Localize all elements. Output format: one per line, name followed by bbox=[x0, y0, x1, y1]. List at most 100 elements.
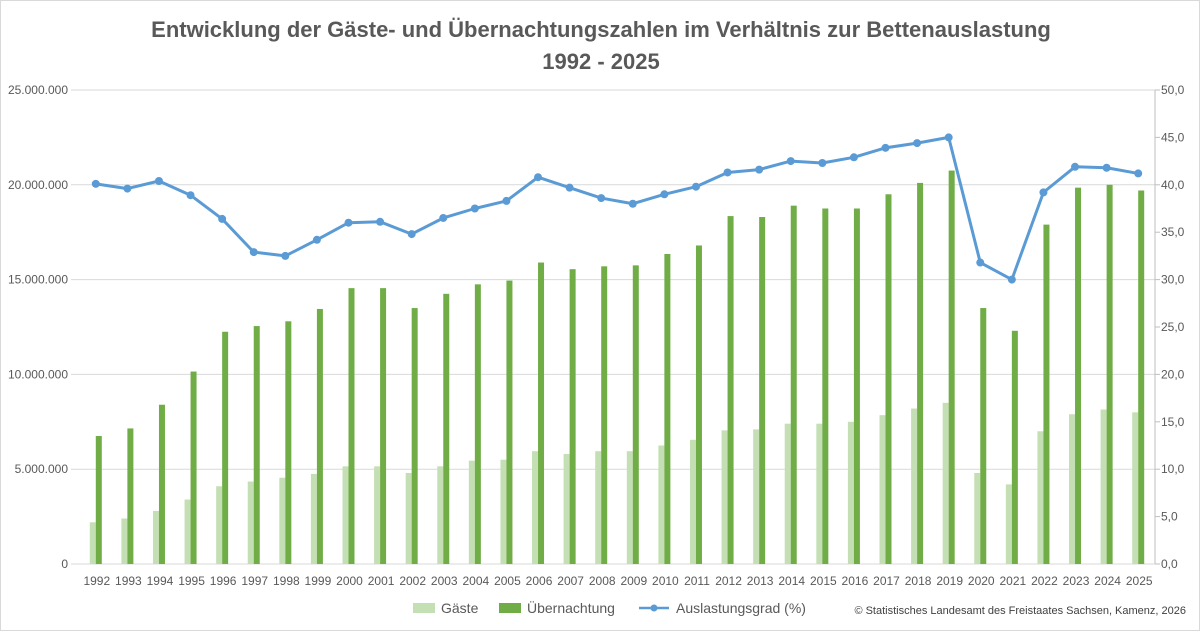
x-tick-label: 2009 bbox=[620, 574, 647, 588]
point-auslastung bbox=[755, 165, 764, 174]
bar-gaeste bbox=[816, 423, 823, 564]
y-left-tick-label: 10.000.000 bbox=[8, 367, 68, 381]
x-tick-label: 1995 bbox=[178, 574, 205, 588]
point-auslastung bbox=[123, 184, 132, 193]
point-auslastung bbox=[565, 183, 574, 192]
bar-uebernachtung bbox=[980, 308, 987, 564]
bar-uebernachtung bbox=[316, 308, 323, 564]
legend: Gäste Übernachtung Auslastungsgrad (%) bbox=[413, 599, 806, 616]
x-tick-label: 2022 bbox=[1031, 574, 1058, 588]
bar-gaeste bbox=[1037, 431, 1044, 564]
x-tick-label: 1992 bbox=[83, 574, 110, 588]
point-auslastung bbox=[154, 177, 163, 186]
x-tick-label: 2011 bbox=[684, 574, 710, 588]
point-auslastung bbox=[944, 133, 953, 142]
x-tick-label: 2008 bbox=[589, 574, 616, 588]
point-auslastung bbox=[249, 248, 258, 257]
bar-uebernachtung bbox=[411, 308, 418, 564]
point-auslastung bbox=[281, 251, 290, 260]
bar-uebernachtung bbox=[569, 269, 576, 564]
y-right-tick-label: 20,0 bbox=[1161, 367, 1185, 381]
legend-swatch-gaeste bbox=[413, 603, 435, 613]
point-auslastung bbox=[502, 196, 511, 205]
legend-swatch-uebernachtung bbox=[499, 603, 521, 613]
chart-title-line-2: 1992 - 2025 bbox=[542, 49, 659, 74]
x-tick-label: 2019 bbox=[936, 574, 963, 588]
bar-gaeste bbox=[563, 454, 570, 564]
point-auslastung bbox=[344, 218, 353, 227]
bar-uebernachtung bbox=[1011, 330, 1018, 564]
legend-marker-auslastung bbox=[650, 604, 658, 612]
bar-gaeste bbox=[216, 486, 223, 564]
point-auslastung bbox=[786, 157, 795, 166]
bar-gaeste bbox=[152, 510, 159, 564]
legend-label-auslastung: Auslastungsgrad (%) bbox=[676, 600, 806, 616]
point-auslastung bbox=[660, 190, 669, 199]
bar-gaeste bbox=[626, 451, 633, 564]
bar-uebernachtung bbox=[917, 182, 924, 565]
bar-gaeste bbox=[689, 439, 696, 564]
x-tick-label: 2023 bbox=[1063, 574, 1090, 588]
bar-uebernachtung bbox=[285, 321, 292, 564]
bar-uebernachtung bbox=[158, 404, 165, 564]
y-right-tick-label: 0,0 bbox=[1161, 557, 1178, 571]
x-tick-label: 2017 bbox=[873, 574, 900, 588]
x-tick-label: 2013 bbox=[747, 574, 774, 588]
bar-uebernachtung bbox=[506, 280, 513, 564]
y-right-tick-label: 30,0 bbox=[1161, 273, 1185, 287]
point-auslastung bbox=[597, 194, 606, 203]
bar-uebernachtung bbox=[632, 265, 639, 564]
x-tick-label: 1999 bbox=[305, 574, 332, 588]
y-left-tick-label: 20.000.000 bbox=[8, 178, 68, 192]
bar-uebernachtung bbox=[190, 371, 197, 564]
y-left-tick-label: 25.000.000 bbox=[8, 83, 68, 97]
x-tick-label: 2010 bbox=[652, 574, 679, 588]
point-auslastung bbox=[218, 214, 227, 223]
bar-uebernachtung bbox=[759, 217, 766, 565]
y-right-tick-label: 40,0 bbox=[1161, 178, 1185, 192]
bar-uebernachtung bbox=[380, 288, 387, 564]
x-tick-label: 2016 bbox=[842, 574, 869, 588]
y-left-tick-label: 15.000.000 bbox=[8, 273, 68, 287]
bar-gaeste bbox=[437, 466, 444, 564]
x-tick-label: 2024 bbox=[1094, 574, 1121, 588]
source-note: © Statistisches Landesamt des Freistaate… bbox=[854, 605, 1186, 617]
bar-uebernachtung bbox=[1138, 190, 1145, 564]
y-right-tick-label: 25,0 bbox=[1161, 320, 1185, 334]
bar-uebernachtung bbox=[348, 288, 355, 564]
bar-uebernachtung bbox=[790, 205, 797, 564]
bar-uebernachtung bbox=[948, 170, 955, 564]
y-left-tick-label: 5.000.000 bbox=[15, 462, 69, 476]
point-auslastung bbox=[1134, 169, 1143, 178]
point-auslastung bbox=[470, 204, 479, 213]
x-tick-label: 2018 bbox=[905, 574, 932, 588]
bar-uebernachtung bbox=[95, 436, 102, 564]
legend-label-uebernachtung: Übernachtung bbox=[527, 599, 615, 616]
bar-gaeste bbox=[1069, 414, 1076, 564]
bar-uebernachtung bbox=[601, 266, 608, 564]
bar-gaeste bbox=[753, 429, 760, 564]
bar-gaeste bbox=[374, 466, 381, 564]
bar-uebernachtung bbox=[127, 428, 134, 564]
point-auslastung bbox=[818, 158, 827, 167]
bar-uebernachtung bbox=[853, 208, 860, 564]
x-tick-label: 2020 bbox=[968, 574, 995, 588]
point-auslastung bbox=[691, 182, 700, 191]
point-auslastung bbox=[534, 173, 543, 182]
y-left-tick-label: 0 bbox=[61, 557, 68, 571]
point-auslastung bbox=[312, 235, 321, 244]
bar-gaeste bbox=[1005, 484, 1012, 564]
x-tick-label: 1998 bbox=[273, 574, 300, 588]
x-tick-label: 1997 bbox=[241, 574, 268, 588]
bar-uebernachtung bbox=[474, 284, 481, 564]
x-tick-label: 2012 bbox=[715, 574, 742, 588]
x-tick-label: 2000 bbox=[336, 574, 363, 588]
point-auslastung bbox=[376, 217, 385, 226]
x-tick-label: 1993 bbox=[115, 574, 142, 588]
bar-uebernachtung bbox=[1106, 184, 1113, 565]
x-tick-label: 2005 bbox=[494, 574, 521, 588]
y-right-tick-label: 45,0 bbox=[1161, 130, 1185, 144]
chart-title-line-1: Entwicklung der Gäste- und Übernachtungs… bbox=[151, 17, 1051, 42]
bar-uebernachtung bbox=[253, 326, 260, 564]
